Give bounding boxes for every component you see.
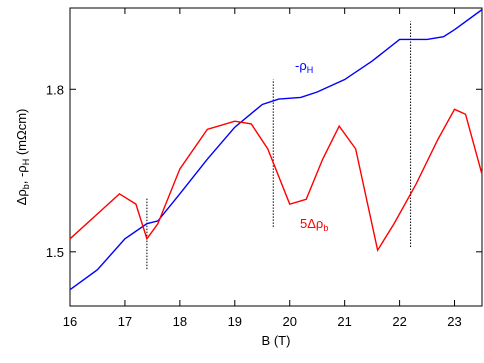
x-tick-label: 22 [392, 314, 406, 329]
y-label-part: Δρ [14, 189, 29, 205]
y-tick-label: 1.5 [46, 245, 64, 260]
x-tick-label: 17 [118, 314, 132, 329]
series-label-main: -ρ [295, 58, 307, 73]
x-tick-label: 16 [63, 314, 77, 329]
x-tick-label: 20 [282, 314, 296, 329]
y-tick-label: 1.8 [46, 82, 64, 97]
x-tick-label: 19 [228, 314, 242, 329]
x-tick-label: 21 [337, 314, 351, 329]
y-label-part: , -ρ [14, 165, 29, 184]
series-label-sub: H [307, 65, 314, 75]
y-axis-label: Δρb, -ρH (mΩcm) [14, 109, 31, 206]
series-label-sub: b [323, 223, 328, 233]
series-label: 5Δρb [300, 216, 328, 233]
y-label-part: b [21, 184, 31, 189]
series-line [69, 108, 483, 253]
series-line [69, 9, 483, 291]
y-label-part: (mΩcm) [14, 109, 29, 159]
series-label: -ρH [295, 58, 313, 75]
y-label-part: H [21, 159, 31, 166]
x-tick-label: 23 [447, 314, 461, 329]
plot-frame [69, 7, 483, 307]
series-label-main: 5Δρ [300, 216, 323, 231]
x-tick-label: 18 [173, 314, 187, 329]
x-axis-label: B (T) [262, 333, 291, 348]
